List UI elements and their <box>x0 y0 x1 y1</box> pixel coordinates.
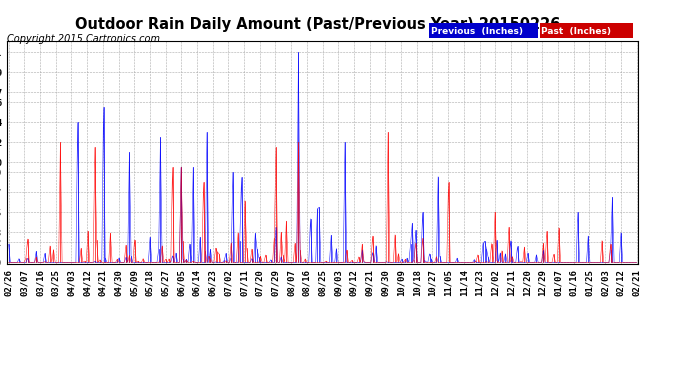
Text: Previous  (Inches): Previous (Inches) <box>431 27 522 36</box>
Text: Copyright 2015 Cartronics.com: Copyright 2015 Cartronics.com <box>7 34 160 45</box>
Text: Outdoor Rain Daily Amount (Past/Previous Year) 20150226: Outdoor Rain Daily Amount (Past/Previous… <box>75 17 560 32</box>
Text: Past  (Inches): Past (Inches) <box>541 27 611 36</box>
